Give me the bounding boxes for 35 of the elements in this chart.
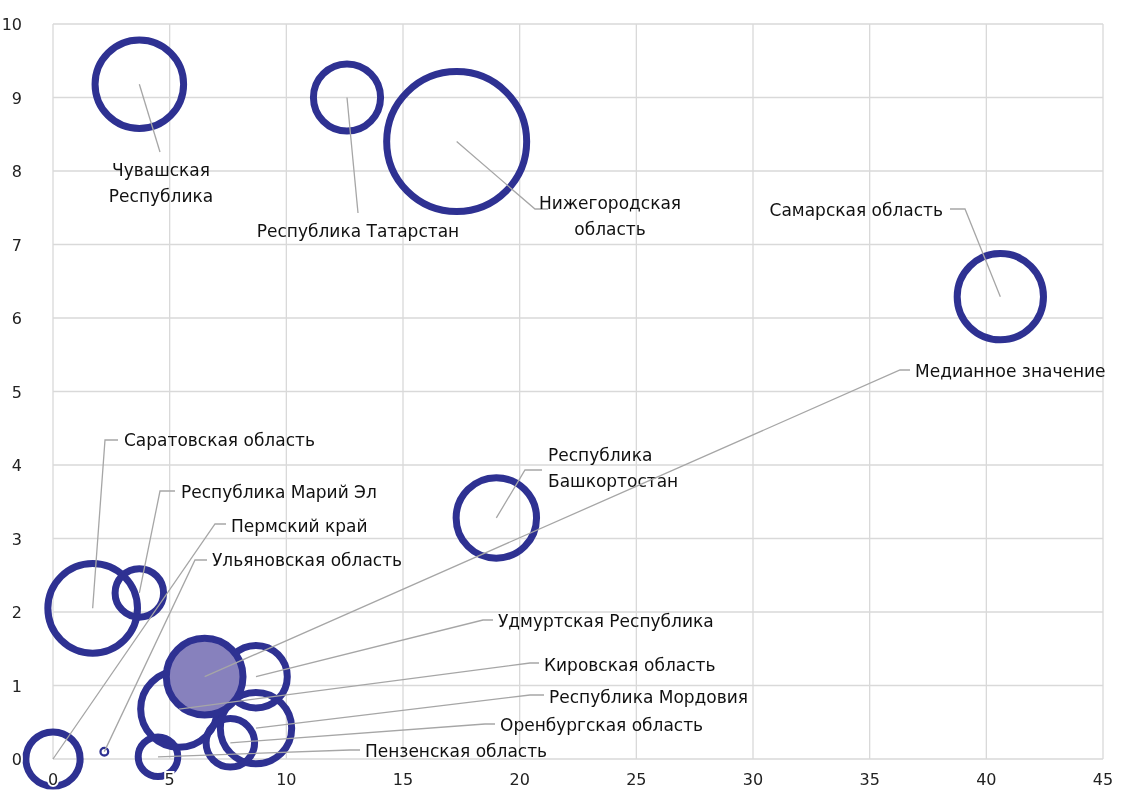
y-tick-label: 7 [11, 235, 22, 255]
text: Кировская область [544, 655, 716, 675]
x-tick-label: 10 [276, 770, 297, 789]
text: Самарская область [769, 200, 943, 220]
y-tick-label: 1 [11, 676, 22, 696]
text: Республика Мордовия [549, 687, 749, 707]
y-tick-label: 8 [11, 162, 22, 181]
y-tick-label: 0 [11, 750, 22, 769]
y-tick-label: 5 [11, 382, 22, 402]
y-tick-label: 9 [11, 88, 22, 108]
text: Пермский край [231, 516, 368, 536]
x-tick-label: 5 [164, 770, 175, 789]
text: Чувашская Республика [108, 160, 214, 206]
x-tick-label: 25 [626, 770, 647, 789]
text: Республика Татарстан [256, 221, 460, 241]
text: Медианное значение [915, 361, 1106, 381]
x-tick-label: 20 [509, 770, 530, 789]
y-tick-label: 2 [11, 603, 22, 622]
x-tick-label: 15 [392, 770, 414, 789]
x-tick-label: 40 [976, 770, 997, 789]
y-tick-label: 3 [11, 529, 22, 549]
text: Оренбургская область [500, 715, 704, 735]
text: Удмуртская Республика [498, 611, 714, 631]
text: Ульяновская область [212, 550, 403, 570]
x-tick-label: 35 [859, 770, 880, 789]
y-tick-label: 10 [1, 15, 22, 34]
y-tick-label: 6 [11, 309, 22, 328]
text: Саратовская область [124, 430, 315, 450]
y-tick-label: 4 [11, 456, 22, 475]
text: Республика Марий Эл [181, 482, 377, 502]
x-tick-label: 30 [742, 770, 764, 789]
x-tick-label: 45 [1092, 770, 1114, 789]
series-label: Нижегородская область [538, 193, 682, 239]
text: Пензенская область [365, 741, 548, 761]
series-label: Республика Башкортостан [548, 445, 679, 491]
